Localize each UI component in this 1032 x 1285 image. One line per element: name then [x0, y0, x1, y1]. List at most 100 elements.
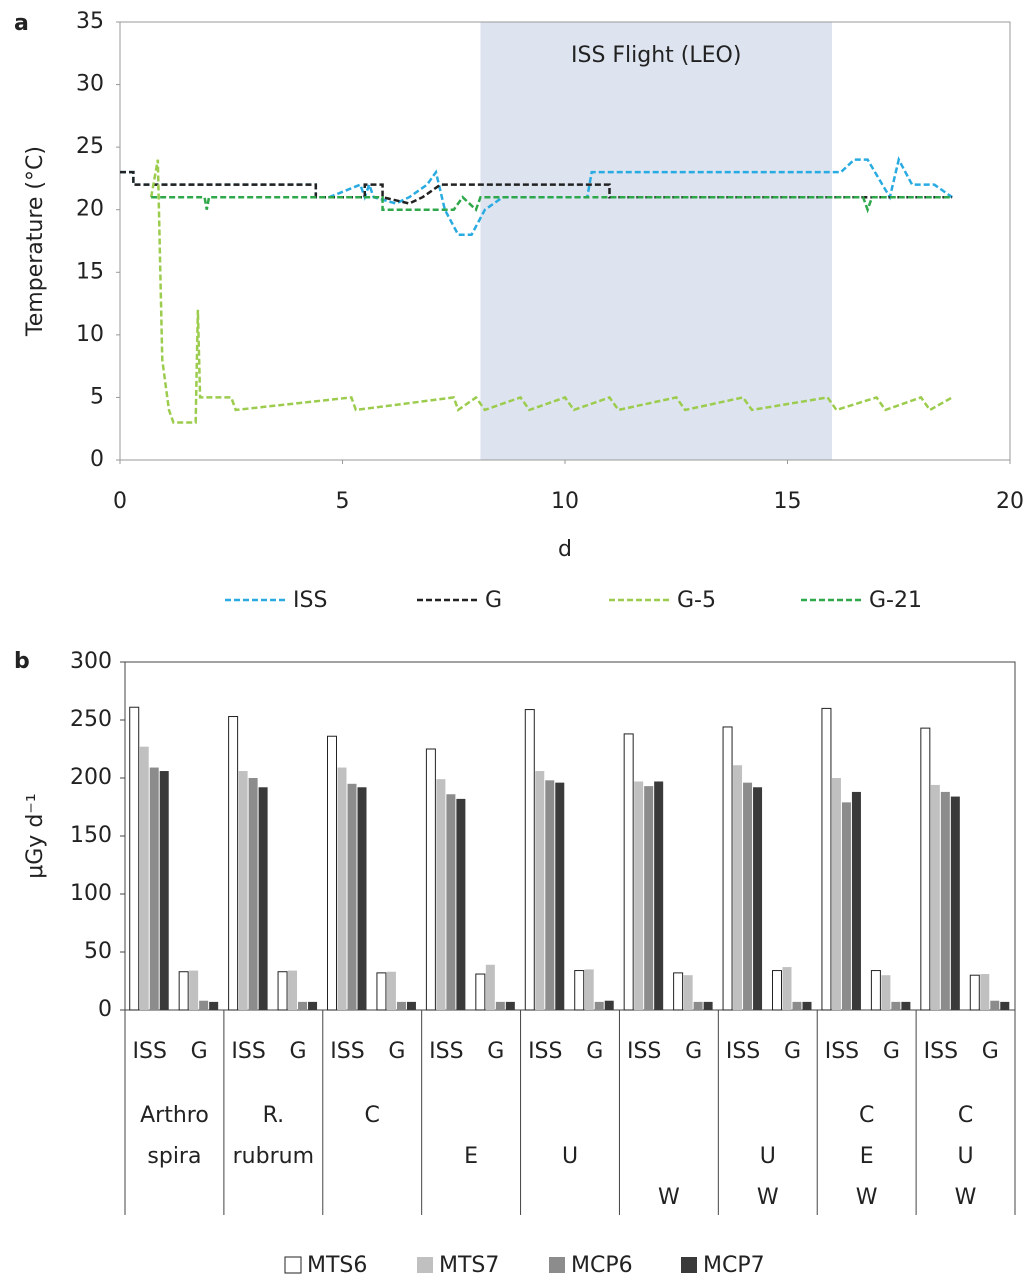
bar: [841, 802, 851, 1010]
bar: [505, 1001, 515, 1010]
y-tick-label: 0: [98, 997, 112, 1022]
bar: [703, 1001, 713, 1010]
bar: [209, 1001, 219, 1010]
x-tick-label: 15: [774, 489, 802, 514]
legend-swatch: [681, 1257, 697, 1273]
x-tick-label: ISS: [924, 1039, 958, 1064]
x-tick-label: G: [191, 1039, 208, 1064]
bar: [604, 1000, 614, 1010]
group-label: C: [958, 1103, 973, 1128]
y-tick-label: 100: [70, 881, 112, 906]
bar: [159, 771, 169, 1010]
bar: [1000, 1001, 1010, 1010]
bar: [584, 969, 594, 1010]
x-tick-label: G: [290, 1039, 307, 1064]
group-label: C: [859, 1103, 874, 1128]
y-tick-label: 20: [76, 197, 104, 222]
bar: [485, 964, 495, 1010]
bar: [298, 1001, 308, 1010]
group-label: W: [955, 1185, 977, 1210]
series-line: [151, 195, 953, 214]
x-axis-label: d: [558, 537, 572, 562]
legend-label: MTS7: [439, 1253, 499, 1278]
group-label: E: [860, 1144, 874, 1169]
bar: [594, 1001, 604, 1010]
bar: [456, 798, 466, 1010]
bar: [683, 975, 693, 1010]
legend-label: MTS6: [307, 1253, 367, 1278]
bar: [950, 796, 960, 1010]
plot-frame: [124, 661, 1016, 1011]
bar: [782, 967, 792, 1010]
bar: [930, 784, 940, 1010]
x-tick-label: G: [685, 1039, 702, 1064]
bar: [308, 1001, 318, 1010]
y-tick-label: 25: [76, 134, 104, 159]
bar: [940, 791, 950, 1010]
legend-label: G-21: [869, 588, 922, 613]
y-tick-label: 0: [90, 447, 104, 472]
bar: [248, 778, 258, 1010]
bar: [792, 1001, 802, 1010]
bar: [821, 707, 832, 1011]
y-tick-label: 300: [70, 649, 112, 674]
bar: [772, 970, 782, 1011]
bar: [376, 972, 387, 1011]
x-tick-label: G: [883, 1039, 900, 1064]
x-tick-label: ISS: [429, 1039, 463, 1064]
y-tick-label: 5: [90, 384, 104, 409]
bar: [386, 971, 396, 1010]
series-line: [149, 159, 953, 424]
bar: [524, 709, 535, 1011]
y-tick-label: 250: [70, 707, 112, 732]
bar: [337, 767, 347, 1010]
bar: [654, 781, 664, 1010]
bar: [277, 971, 288, 1011]
x-tick-label: G: [487, 1039, 504, 1064]
bar: [753, 787, 763, 1010]
bar: [357, 787, 367, 1010]
legend-label: ISS: [293, 588, 327, 613]
bar: [149, 767, 159, 1010]
bar: [920, 727, 931, 1011]
group-label: U: [958, 1144, 974, 1169]
bar: [258, 787, 268, 1010]
bar: [139, 746, 149, 1010]
bar: [969, 974, 980, 1011]
bar: [446, 794, 456, 1010]
bar: [199, 1000, 209, 1010]
bar: [178, 971, 189, 1011]
annotation: ISS Flight (LEO): [571, 43, 741, 68]
x-tick-label: ISS: [330, 1039, 364, 1064]
bar: [901, 1001, 911, 1010]
y-axis-label: μGy d⁻¹: [23, 793, 48, 878]
bar: [722, 726, 733, 1011]
bar: [347, 783, 357, 1010]
group-label: E: [464, 1144, 478, 1169]
legend-swatch: [417, 1257, 433, 1273]
bar: [980, 974, 990, 1010]
bar: [327, 735, 337, 1011]
x-tick-label: ISS: [627, 1039, 661, 1064]
panel-label: a: [14, 11, 29, 36]
bar: [831, 778, 841, 1010]
bar: [623, 733, 634, 1011]
bar: [406, 1001, 416, 1010]
bar: [425, 748, 436, 1011]
bar: [228, 716, 239, 1011]
bar: [733, 765, 743, 1010]
x-tick-label: ISS: [231, 1039, 265, 1064]
y-tick-label: 35: [76, 9, 104, 34]
bar: [891, 1001, 901, 1010]
x-tick-label: 10: [551, 489, 579, 514]
x-tick-label: G: [784, 1039, 801, 1064]
panel-label: b: [14, 649, 30, 674]
group-label: W: [757, 1185, 779, 1210]
bar: [802, 1001, 812, 1010]
bar: [545, 780, 555, 1010]
legend-swatch: [549, 1257, 565, 1273]
x-tick-label: 20: [996, 489, 1024, 514]
bar: [555, 782, 565, 1010]
legend-label: MCP7: [703, 1253, 765, 1278]
